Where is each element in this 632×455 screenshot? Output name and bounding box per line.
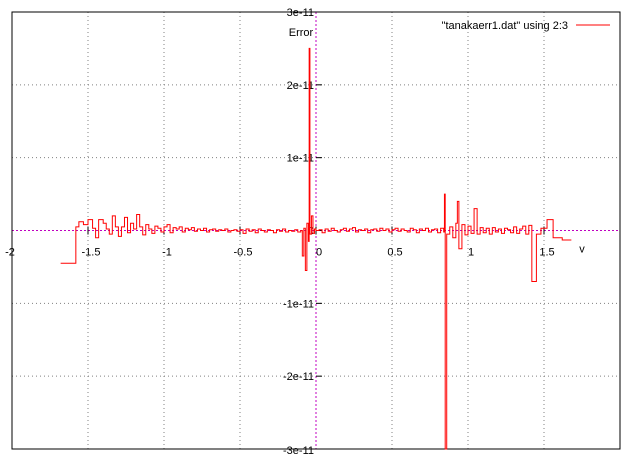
x-tick-label: -1: [162, 247, 172, 259]
legend-label: "tanakaerr1.dat" using 2:3: [442, 20, 568, 32]
y-tick-label: 2e-11: [287, 80, 314, 92]
tick-labels: -2 -1.5 -1 -0.5 0 0.5 1 1.5 -3e-11 -2e-11 -1e-11 0 1…: [5, 7, 555, 455]
legend: "tanakaerr1.dat" using 2:3: [442, 20, 610, 32]
y-tick-label: -2e-11: [283, 371, 314, 383]
series-layer: [60, 47, 572, 450]
x-tick-label: 1: [468, 247, 474, 259]
x-tick-label: -2: [5, 247, 15, 259]
y-tick-label: 0: [308, 226, 314, 238]
plot-frame: [11, 11, 621, 450]
x-axis-label: v: [579, 244, 585, 256]
y-axis-label: Error: [289, 27, 314, 39]
x-tick-label: 0: [316, 247, 322, 259]
x-tick-label: 1.5: [539, 247, 554, 259]
x-tick-label: -1.5: [82, 247, 101, 259]
x-tick-label: -0.5: [234, 247, 253, 259]
y-tick-label: 1e-11: [287, 153, 314, 165]
y-tick-label: -1e-11: [283, 298, 314, 310]
y-tick-label: -3e-11: [283, 445, 314, 455]
y-tick-label: 3e-11: [287, 7, 314, 19]
x-tick-label: 0.5: [387, 247, 402, 259]
series-line-0: [60, 47, 572, 450]
